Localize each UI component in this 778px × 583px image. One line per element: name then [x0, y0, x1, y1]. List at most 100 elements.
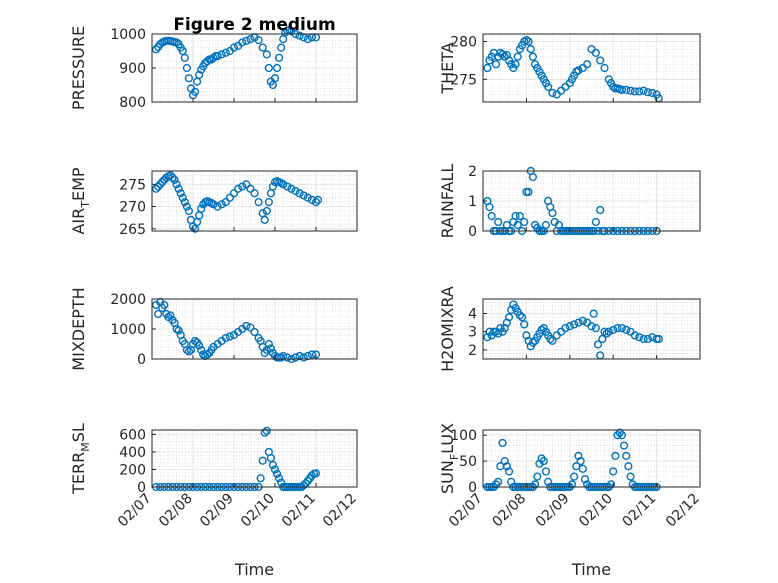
data-point	[570, 320, 579, 329]
x-tick-label: 02/10	[576, 491, 616, 531]
data-point	[574, 451, 583, 461]
data-point	[203, 57, 212, 66]
data-point	[587, 322, 596, 331]
data-point	[548, 88, 557, 98]
data-point	[184, 347, 194, 356]
data-point	[266, 453, 276, 463]
data-point	[543, 477, 553, 486]
plot-area	[152, 430, 357, 487]
x-axis-label: Time	[234, 560, 274, 579]
x-tick-label: 02/12	[663, 491, 703, 531]
data-point	[270, 465, 280, 474]
data-point	[630, 87, 640, 96]
subplot-3: 265 270 275 AIRTEMP	[69, 167, 358, 238]
data-point	[635, 333, 644, 342]
data-point	[213, 51, 222, 61]
data-point	[578, 316, 587, 325]
data-point	[242, 36, 251, 45]
data-point	[217, 50, 226, 59]
data-point	[184, 74, 194, 83]
data-point	[483, 63, 492, 73]
y-axis-label-main: RAINFALL	[438, 164, 457, 239]
y-tick-label: 265	[119, 222, 146, 238]
data-point	[513, 52, 522, 61]
data-point	[604, 327, 613, 336]
data-point	[197, 204, 206, 213]
data-point	[174, 326, 183, 335]
data-point	[287, 184, 296, 193]
data-point	[639, 86, 648, 95]
subplot-1: 800 900 1000 PRESSURE Figure 2 medium	[69, 15, 358, 111]
x-tick-label: 02/07	[115, 491, 155, 531]
data-point	[622, 85, 631, 95]
y-axis-label-subscript: M	[79, 442, 92, 452]
data-point	[303, 34, 312, 44]
data-point	[279, 180, 288, 189]
y-axis-label-subscript: F	[448, 454, 461, 460]
data-point	[246, 34, 255, 44]
data-point	[617, 323, 626, 333]
y-tick-label: 2000	[110, 292, 146, 308]
data-point	[250, 327, 259, 337]
plot-area	[152, 171, 357, 231]
data-point	[225, 332, 235, 341]
y-tick-label: 1000	[110, 27, 146, 43]
data-point	[524, 37, 533, 46]
data-point	[217, 200, 226, 209]
data-point	[511, 211, 520, 221]
data-point	[238, 38, 247, 47]
y-axis-label: RAINFALL	[438, 164, 457, 239]
y-tick-label: 280	[450, 35, 477, 51]
y-tick-label: 0	[137, 480, 146, 496]
data-point	[264, 339, 273, 349]
y-axis-label-main: THETA	[438, 42, 457, 94]
data-point	[256, 474, 265, 483]
data-point	[520, 217, 529, 227]
data-point	[580, 475, 590, 484]
data-point	[613, 323, 622, 333]
data-point	[277, 43, 286, 52]
subplot-8: 0 50 100 02/07 02/08 02/09 02/10 02/11 02/12 SUNF…	[438, 423, 703, 579]
data-point	[630, 331, 640, 340]
data-point	[170, 175, 179, 184]
data-point	[578, 464, 587, 473]
data-point	[166, 311, 175, 320]
data-point	[283, 182, 292, 191]
subplot-6: 2 3 4 H2OMIXRA	[438, 286, 701, 372]
data-point	[494, 477, 503, 486]
data-point	[511, 60, 520, 69]
y-axis-label: THETA	[438, 42, 457, 94]
data-point	[526, 45, 535, 54]
data-point	[172, 38, 181, 47]
data-point	[591, 217, 600, 227]
data-point	[589, 309, 598, 318]
y-tick-label: 800	[119, 95, 146, 111]
subplot-5: 0 1000 2000 MIXDEPTH	[69, 287, 358, 371]
x-tick-label: 02/11	[620, 491, 660, 531]
data-point	[574, 66, 583, 75]
data-point	[533, 472, 542, 481]
data-point	[609, 325, 618, 335]
data-point	[635, 87, 644, 96]
axes-box	[151, 429, 358, 488]
subplot-4: 0 1 2 RAINFALL	[438, 164, 701, 240]
x-tick-label: 02/10	[238, 491, 278, 531]
data-point	[238, 182, 247, 191]
data-point	[648, 88, 657, 98]
data-points	[483, 35, 663, 103]
data-points	[152, 297, 321, 364]
y-tick-label: 0	[468, 224, 477, 240]
data-point	[539, 456, 548, 466]
data-point	[570, 472, 579, 481]
y-tick-label: 400	[119, 445, 146, 461]
data-point	[307, 471, 317, 480]
data-point	[197, 345, 206, 355]
data-point	[180, 198, 189, 207]
x-tick-label: 02/08	[156, 491, 196, 531]
data-point	[574, 318, 583, 327]
data-point	[262, 426, 271, 435]
data-point	[617, 85, 626, 95]
